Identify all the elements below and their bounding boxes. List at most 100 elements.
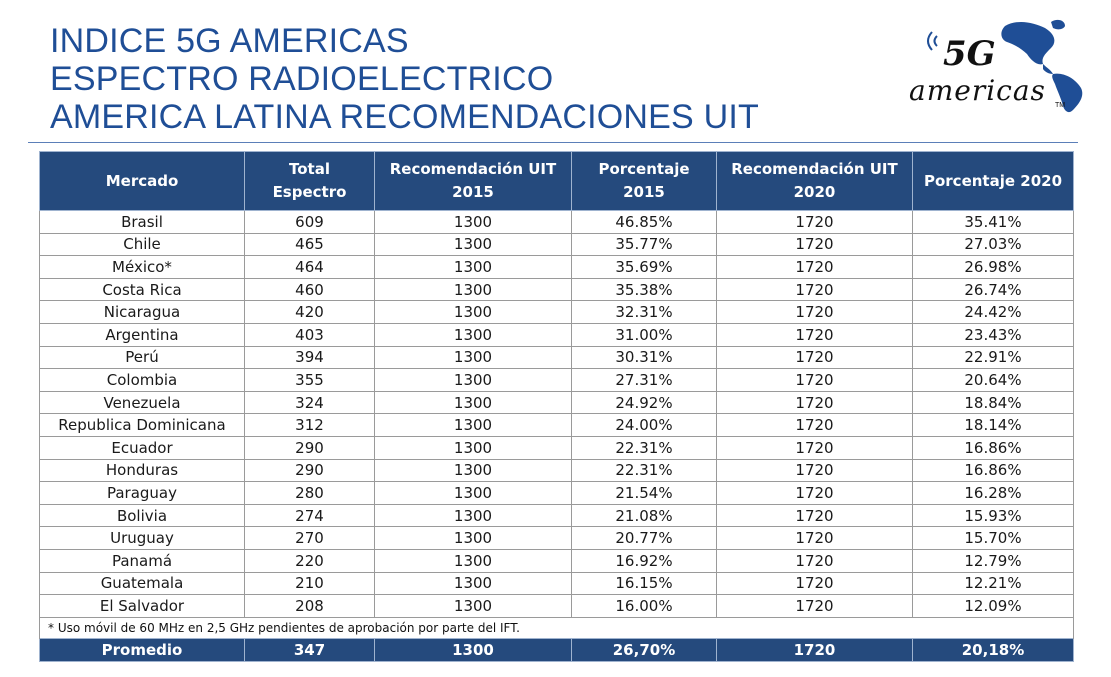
header-mercado: Mercado xyxy=(39,151,245,211)
cell-porcentaje-2015: 30.31% xyxy=(571,345,717,370)
cell-recomendacion-2020: 1720 xyxy=(716,277,913,302)
cell-recomendacion-2015: 1300 xyxy=(374,503,572,528)
cell-recomendacion-2015: 1300 xyxy=(374,322,572,347)
cell-porcentaje-2020: 16.28% xyxy=(912,481,1074,505)
cell-recomendacion-2020: 1720 xyxy=(716,458,913,483)
cell-recomendacion-2015: 1300 xyxy=(374,413,572,437)
cell-porcentaje-2015: 22.31% xyxy=(571,458,717,483)
cell-total-espectro: 355 xyxy=(244,368,375,392)
cell-recomendacion-2015: 1300 xyxy=(374,277,572,302)
table-row: México* 464 1300 35.69% 1720 26.98% xyxy=(39,255,1074,279)
cell-total-espectro: 270 xyxy=(244,526,375,550)
cell-mercado: Ecuador xyxy=(39,435,245,460)
cell-porcentaje-2020: 26.98% xyxy=(912,255,1074,279)
title-line-2: ESPECTRO RADIOELECTRICO xyxy=(50,60,554,98)
cell-recomendacion-2015: 1300 xyxy=(374,458,572,483)
cell-total-espectro: 403 xyxy=(244,322,375,347)
5g-americas-logo: 5G americas TM xyxy=(905,14,1090,114)
cell-total-espectro: 609 xyxy=(244,210,375,234)
logo-trademark: TM xyxy=(1055,102,1066,109)
cell-mercado: Venezuela xyxy=(39,390,245,415)
title-line-1: INDICE 5G AMERICAS xyxy=(50,22,409,60)
header-line: Total xyxy=(289,160,330,178)
cell-mercado: Uruguay xyxy=(39,526,245,550)
average-cell-total-espectro: 347 xyxy=(244,637,375,662)
cell-porcentaje-2020: 12.21% xyxy=(912,571,1074,596)
average-cell-mercado: Promedio xyxy=(39,637,245,662)
cell-porcentaje-2020: 15.70% xyxy=(912,526,1074,550)
cell-total-espectro: 394 xyxy=(244,345,375,370)
cell-total-espectro: 208 xyxy=(244,594,375,618)
cell-porcentaje-2020: 22.91% xyxy=(912,345,1074,370)
table-row: Paraguay 280 1300 21.54% 1720 16.28% xyxy=(39,481,1074,505)
cell-recomendacion-2020: 1720 xyxy=(716,322,913,347)
cell-total-espectro: 460 xyxy=(244,277,375,302)
cell-porcentaje-2020: 15.93% xyxy=(912,503,1074,528)
cell-recomendacion-2015: 1300 xyxy=(374,300,572,324)
header-line: Porcentaje xyxy=(598,160,690,178)
header-line: Recomendación UIT xyxy=(389,160,557,178)
cell-recomendacion-2020: 1720 xyxy=(716,594,913,618)
cell-total-espectro: 290 xyxy=(244,435,375,460)
cell-recomendacion-2020: 1720 xyxy=(716,255,913,279)
table-row: Guatemala 210 1300 16.15% 1720 12.21% xyxy=(39,571,1074,596)
logo-5g-text: 5G xyxy=(943,34,996,74)
cell-recomendacion-2020: 1720 xyxy=(716,571,913,596)
title-divider xyxy=(28,142,1078,143)
header-line: Recomendación UIT xyxy=(731,160,898,178)
title-line-3: AMERICA LATINA RECOMENDACIONES UIT xyxy=(50,98,759,136)
logo-americas-text: americas xyxy=(909,74,1046,107)
cell-recomendacion-2015: 1300 xyxy=(374,548,572,573)
cell-porcentaje-2020: 26.74% xyxy=(912,277,1074,302)
cell-mercado: México* xyxy=(39,255,245,279)
cell-porcentaje-2015: 20.77% xyxy=(571,526,717,550)
table-average-row: Promedio 347 1300 26,70% 1720 20,18% xyxy=(39,637,1074,662)
average-cell-porcentaje-2015: 26,70% xyxy=(571,637,717,662)
cell-porcentaje-2020: 24.42% xyxy=(912,300,1074,324)
cell-total-espectro: 210 xyxy=(244,571,375,596)
cell-mercado: Chile xyxy=(39,232,245,257)
header-line: Mercado xyxy=(105,171,179,190)
cell-porcentaje-2020: 23.43% xyxy=(912,322,1074,347)
cell-total-espectro: 465 xyxy=(244,232,375,257)
cell-porcentaje-2015: 16.00% xyxy=(571,594,717,618)
cell-porcentaje-2020: 18.14% xyxy=(912,413,1074,437)
cell-recomendacion-2020: 1720 xyxy=(716,300,913,324)
cell-porcentaje-2015: 16.15% xyxy=(571,571,717,596)
table-row: Nicaragua 420 1300 32.31% 1720 24.42% xyxy=(39,300,1074,324)
cell-recomendacion-2015: 1300 xyxy=(374,232,572,257)
cell-recomendacion-2015: 1300 xyxy=(374,390,572,415)
cell-mercado: Perú xyxy=(39,345,245,370)
cell-mercado: Argentina xyxy=(39,322,245,347)
cell-total-espectro: 220 xyxy=(244,548,375,573)
cell-porcentaje-2020: 27.03% xyxy=(912,232,1074,257)
cell-mercado: Bolivia xyxy=(39,503,245,528)
cell-recomendacion-2015: 1300 xyxy=(374,526,572,550)
table-row: Chile 465 1300 35.77% 1720 27.03% xyxy=(39,232,1074,257)
cell-mercado: Republica Dominicana xyxy=(39,413,245,437)
cell-porcentaje-2015: 22.31% xyxy=(571,435,717,460)
cell-porcentaje-2015: 21.08% xyxy=(571,503,717,528)
cell-recomendacion-2015: 1300 xyxy=(374,255,572,279)
table-footnote: * Uso móvil de 60 MHz en 2,5 GHz pendien… xyxy=(39,616,1074,639)
header-total-espectro: Total Espectro xyxy=(244,151,375,211)
header-line: 2015 xyxy=(623,183,665,201)
cell-recomendacion-2015: 1300 xyxy=(374,481,572,505)
cell-recomendacion-2020: 1720 xyxy=(716,526,913,550)
cell-mercado: El Salvador xyxy=(39,594,245,618)
cell-mercado: Brasil xyxy=(39,210,245,234)
cell-total-espectro: 324 xyxy=(244,390,375,415)
table-row: Argentina 403 1300 31.00% 1720 23.43% xyxy=(39,322,1074,347)
cell-total-espectro: 274 xyxy=(244,503,375,528)
cell-porcentaje-2020: 12.79% xyxy=(912,548,1074,573)
table-row: Panamá 220 1300 16.92% 1720 12.79% xyxy=(39,548,1074,573)
header-line: 2020 xyxy=(793,183,836,201)
cell-porcentaje-2015: 46.85% xyxy=(571,210,717,234)
average-cell-recomendacion-2015: 1300 xyxy=(374,637,572,662)
table-row: Honduras 290 1300 22.31% 1720 16.86% xyxy=(39,458,1074,483)
cell-recomendacion-2020: 1720 xyxy=(716,368,913,392)
cell-recomendacion-2015: 1300 xyxy=(374,345,572,370)
cell-total-espectro: 290 xyxy=(244,458,375,483)
header-line: Porcentaje 2020 xyxy=(923,171,1063,190)
cell-recomendacion-2015: 1300 xyxy=(374,594,572,618)
